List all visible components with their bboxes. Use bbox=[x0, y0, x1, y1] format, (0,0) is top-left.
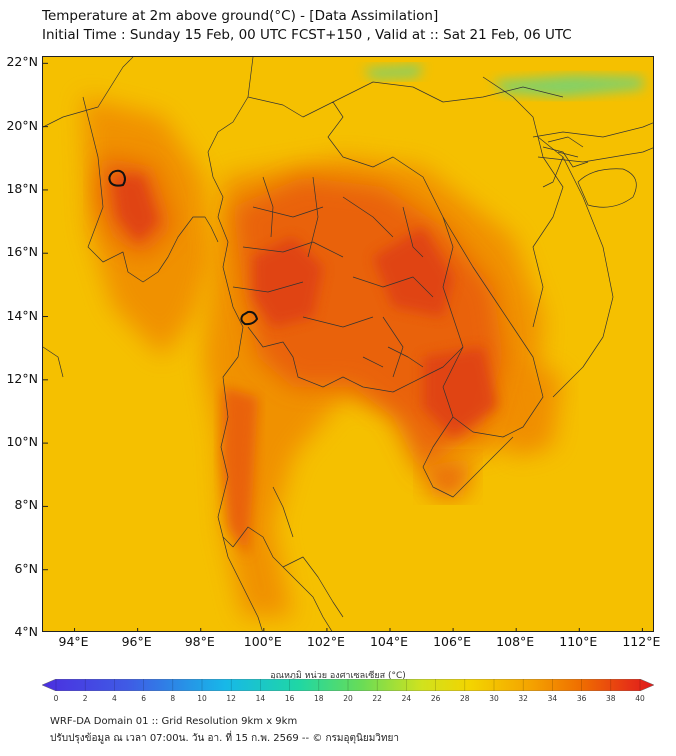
colorbar-tick-label: 0 bbox=[53, 694, 59, 703]
lat-label: 14°N bbox=[6, 307, 38, 323]
lon-label: 94°E bbox=[58, 634, 89, 649]
colorbar-tick-label: 16 bbox=[284, 694, 295, 703]
colorbar-tick-label: 30 bbox=[489, 694, 499, 703]
colorbar-tick-label: 28 bbox=[460, 694, 470, 703]
colorbar-tick-label: 10 bbox=[197, 694, 207, 703]
colorbar-tick-label: 8 bbox=[170, 694, 176, 703]
lat-label: 12°N bbox=[6, 370, 38, 386]
lat-label: 6°N bbox=[14, 560, 38, 576]
temperature-field bbox=[83, 65, 643, 617]
lon-label: 104°E bbox=[369, 634, 408, 649]
lat-label: 22°N bbox=[6, 54, 38, 70]
colorbar-tick-label: 4 bbox=[112, 694, 117, 703]
lat-label: 8°N bbox=[14, 497, 38, 513]
colorbar-tick-label: 38 bbox=[606, 694, 616, 703]
lat-label: 16°N bbox=[6, 244, 38, 260]
lat-label: 20°N bbox=[6, 117, 38, 133]
lon-label: 96°E bbox=[121, 634, 152, 649]
colorbar-title: อุณหภูมิ หน่วย องศาเซลเซียส (°C) bbox=[270, 671, 406, 681]
colorbar-tick-label: 20 bbox=[343, 694, 353, 703]
lon-label: 112°E bbox=[622, 634, 661, 649]
lat-label: 4°N bbox=[14, 624, 38, 639]
colorbar-tick-label: 36 bbox=[576, 694, 587, 703]
colorbar-tick-label: 6 bbox=[141, 694, 146, 703]
map-subtitle: Initial Time : Sunday 15 Feb, 00 UTC FCS… bbox=[42, 27, 572, 43]
40c-contours bbox=[108, 169, 259, 326]
graticule bbox=[43, 62, 643, 631]
lon-label: 108°E bbox=[496, 634, 535, 649]
colorbar-tick-label: 18 bbox=[314, 694, 324, 703]
temperature-map bbox=[42, 56, 654, 632]
lat-label: 10°N bbox=[6, 434, 38, 450]
country-boundaries bbox=[43, 57, 653, 631]
colorbar-tick-label: 14 bbox=[255, 694, 266, 703]
model-info: WRF-DA Domain 01 :: Grid Resolution 9km … bbox=[50, 716, 298, 727]
lon-label: 100°E bbox=[243, 634, 282, 649]
colorbar-tick-label: 26 bbox=[430, 694, 441, 703]
temperature-colorbar bbox=[42, 679, 654, 691]
colorbar-tick-label: 40 bbox=[635, 694, 645, 703]
lon-label: 106°E bbox=[433, 634, 472, 649]
lat-label: 18°N bbox=[6, 180, 38, 196]
update-info: ปรับปรุงข้อมูล ณ เวลา 07:00น. วัน อา. ที… bbox=[50, 733, 399, 744]
lon-label: 102°E bbox=[306, 634, 345, 649]
colorbar-tick-label: 34 bbox=[547, 694, 558, 703]
colorbar-tick-label: 2 bbox=[82, 694, 88, 703]
lon-label: 98°E bbox=[184, 634, 215, 649]
colorbar-tick-label: 32 bbox=[518, 694, 528, 703]
colorbar-tick-label: 12 bbox=[226, 694, 236, 703]
colorbar-tick-label: 22 bbox=[372, 694, 382, 703]
lon-label: 110°E bbox=[559, 634, 598, 649]
colorbar-tick-label: 24 bbox=[401, 694, 412, 703]
map-title: Temperature at 2m above ground(°C) - [Da… bbox=[42, 8, 439, 24]
